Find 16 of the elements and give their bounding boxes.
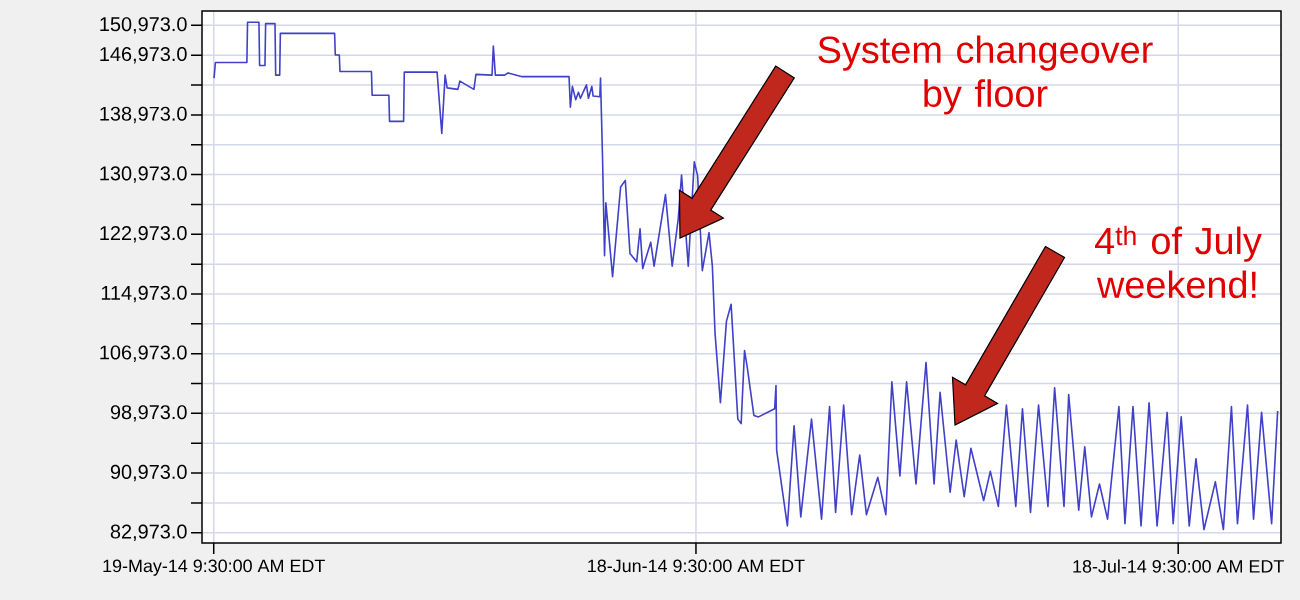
y-tick-label: 122,973.0 — [100, 226, 187, 243]
y-tick-label: 114,973.0 — [101, 285, 187, 303]
annotation: System changeover by floor — [818, 35, 1153, 115]
y-tick-label: 90,973.0 — [110, 464, 187, 482]
y-tick-label: 150,973.0 — [100, 17, 187, 34]
x-tick-label: 19-May-14 9:30:00 AM EDT — [103, 559, 325, 576]
annotation: 4$^{th}$ of July weekend! — [1095, 225, 1262, 299]
line-series — [213, 21, 1279, 531]
y-tick-label: 98,973.0 — [110, 405, 187, 422]
y-tick-label: 82,973.0 — [110, 524, 187, 541]
y-tick-label: 146,973.0 — [100, 46, 187, 64]
x-tick-label: 18-Jul-14 9:30:00 AM EDT — [1073, 559, 1284, 573]
y-tick-label: 130,973.0 — [100, 166, 187, 183]
x-tick-label: 18-Jun-14 9:30:00 AM EDT — [588, 559, 805, 573]
y-tick-label: 138,973.0 — [100, 106, 187, 124]
y-tick-label: 106,973.0 — [100, 345, 187, 362]
